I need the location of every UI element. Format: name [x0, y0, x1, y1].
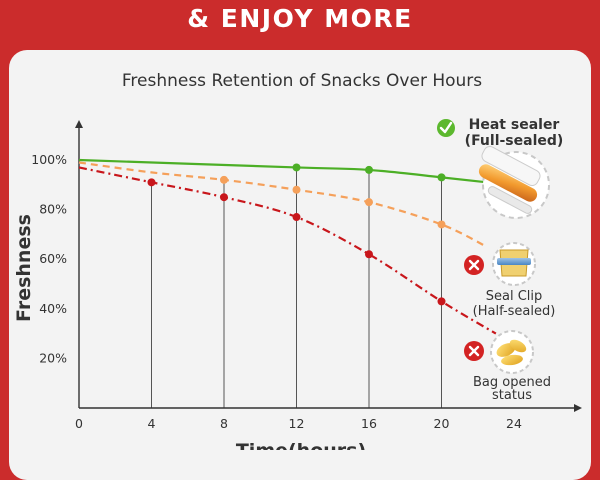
legend-seal-clip-name: Seal Clip [485, 289, 543, 304]
x-axis-label: Time(hours) [236, 440, 366, 450]
data-point [220, 175, 228, 184]
tick-labels: 0 4 8 12 16 20 24 20% 40% 60% 80% 100% [31, 152, 522, 431]
legend-heat-sealer-name: Heat sealer [468, 117, 560, 133]
x-tick-label: 0 [75, 416, 83, 431]
heat-sealer-image [478, 145, 550, 219]
data-point [292, 213, 301, 222]
check-icon [437, 119, 455, 137]
legend-bag-opened: Bag opened status [452, 376, 572, 402]
x-tick-label: 8 [220, 416, 228, 431]
cross-icon-clip [464, 255, 484, 275]
legend-seal-clip: Seal Clip (Half-sealed) [458, 289, 570, 320]
data-point [437, 220, 446, 229]
cross-icon-bag [464, 341, 484, 361]
y-axis-arrow [75, 120, 83, 128]
x-axis-arrow [574, 404, 582, 412]
x-tick-label: 12 [289, 416, 305, 431]
chart-title: Freshness Retention of Snacks Over Hours [122, 71, 482, 91]
legend-bag-opened-name: Bag opened [473, 375, 551, 390]
grid-lines [151, 167, 442, 408]
x-tick-label: 16 [361, 416, 377, 431]
legend-seal-clip-desc: (Half-sealed) [472, 303, 556, 319]
series-line-0 [78, 158, 487, 184]
x-tick-label: 24 [506, 416, 522, 431]
x-tick-label: 4 [148, 416, 156, 431]
y-tick-label: 80% [39, 202, 67, 217]
legend-heat-sealer-desc: (Full-sealed) [464, 133, 564, 150]
x-tick-label: 20 [434, 416, 450, 431]
opened-bag-image [490, 330, 534, 374]
y-tick-label: 100% [31, 152, 67, 167]
series-line-2 [78, 166, 497, 335]
data-point [365, 198, 373, 207]
series-lines [78, 158, 497, 335]
axes [75, 120, 582, 412]
legend-heat-sealer: Heat sealer (Full-sealed) [454, 117, 574, 149]
seal-clip-image [492, 242, 536, 286]
y-tick-label: 60% [39, 251, 67, 266]
data-point [365, 165, 373, 174]
data-point [437, 173, 446, 182]
data-point [147, 178, 156, 187]
data-point [365, 250, 373, 259]
y-tick-label: 20% [39, 350, 67, 365]
data-point [292, 185, 301, 194]
data-point [292, 163, 301, 172]
y-tick-label: 40% [39, 301, 67, 316]
headline: & ENJOY MORE [187, 4, 413, 33]
series-markers [147, 163, 446, 306]
freshness-chart: Freshness Retention of Snacks Over Hours… [13, 71, 582, 450]
data-point [220, 193, 228, 202]
data-point [437, 297, 446, 306]
y-axis-label: Freshness [13, 214, 35, 322]
legend-bag-opened-desc: status [492, 388, 532, 403]
